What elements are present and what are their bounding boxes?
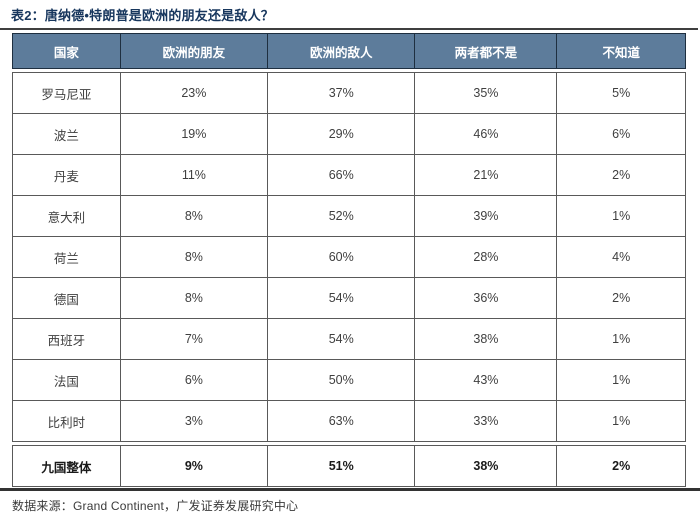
value-cell: 37% — [267, 72, 416, 114]
value-cell: 63% — [267, 400, 416, 442]
value-cell: 3% — [119, 400, 269, 442]
value-cell: 19% — [119, 113, 269, 155]
header-row: 国家 欧洲的朋友 欧洲的敌人 两者都不是 不知道 — [12, 33, 686, 69]
value-cell: 21% — [414, 154, 558, 196]
table-row: 波兰 19% 29% 46% 6% — [12, 113, 686, 155]
value-cell: 1% — [556, 359, 686, 401]
value-cell: 39% — [414, 195, 558, 237]
value-cell: 2% — [556, 445, 686, 487]
value-cell: 38% — [414, 318, 558, 360]
country-cell: 丹麦 — [12, 154, 121, 196]
value-cell: 23% — [119, 72, 269, 114]
total-row: 九国整体 9% 51% 38% 2% — [12, 445, 686, 487]
value-cell: 54% — [267, 318, 416, 360]
value-cell: 51% — [267, 445, 416, 487]
header-cell-neither: 两者都不是 — [414, 33, 558, 69]
header-cell-enemy: 欧洲的敌人 — [267, 33, 416, 69]
value-cell: 50% — [267, 359, 416, 401]
value-cell: 66% — [267, 154, 416, 196]
data-table: 国家 欧洲的朋友 欧洲的敌人 两者都不是 不知道 罗马尼亚 23% 37% 35… — [12, 33, 686, 487]
country-cell: 西班牙 — [12, 318, 121, 360]
table-row: 丹麦 11% 66% 21% 2% — [12, 154, 686, 196]
value-cell: 46% — [414, 113, 558, 155]
caption-divider-rule — [0, 28, 698, 30]
value-cell: 11% — [119, 154, 269, 196]
value-cell: 7% — [119, 318, 269, 360]
value-cell: 28% — [414, 236, 558, 278]
table-bottom-rule — [0, 488, 700, 491]
table-row: 意大利 8% 52% 39% 1% — [12, 195, 686, 237]
table-row: 西班牙 7% 54% 38% 1% — [12, 318, 686, 360]
country-cell: 九国整体 — [12, 445, 121, 487]
country-cell: 罗马尼亚 — [12, 72, 121, 114]
value-cell: 8% — [119, 195, 269, 237]
value-cell: 60% — [267, 236, 416, 278]
value-cell: 6% — [556, 113, 686, 155]
country-cell: 德国 — [12, 277, 121, 319]
value-cell: 8% — [119, 236, 269, 278]
header-body-gap — [12, 68, 686, 73]
value-cell: 8% — [119, 277, 269, 319]
table-caption: 表2：唐纳德•特朗普是欧洲的朋友还是敌人？ — [11, 8, 274, 23]
country-cell: 法国 — [12, 359, 121, 401]
table-row: 罗马尼亚 23% 37% 35% 5% — [12, 72, 686, 114]
value-cell: 54% — [267, 277, 416, 319]
value-cell: 9% — [119, 445, 269, 487]
value-cell: 5% — [556, 72, 686, 114]
country-cell: 意大利 — [12, 195, 121, 237]
value-cell: 43% — [414, 359, 558, 401]
value-cell: 1% — [556, 400, 686, 442]
country-cell: 波兰 — [12, 113, 121, 155]
table-row: 荷兰 8% 60% 28% 4% — [12, 236, 686, 278]
value-cell: 1% — [556, 318, 686, 360]
table-row: 比利时 3% 63% 33% 1% — [12, 400, 686, 442]
header-cell-friend: 欧洲的朋友 — [119, 33, 269, 69]
value-cell: 35% — [414, 72, 558, 114]
value-cell: 4% — [556, 236, 686, 278]
value-cell: 36% — [414, 277, 558, 319]
body-total-gap — [12, 441, 686, 446]
value-cell: 29% — [267, 113, 416, 155]
header-cell-country: 国家 — [12, 33, 121, 69]
value-cell: 38% — [414, 445, 558, 487]
table-row: 德国 8% 54% 36% 2% — [12, 277, 686, 319]
value-cell: 52% — [267, 195, 416, 237]
value-cell: 33% — [414, 400, 558, 442]
value-cell: 2% — [556, 277, 686, 319]
source-note: 数据来源：Grand Continent，广发证券发展研究中心 — [12, 499, 299, 513]
value-cell: 6% — [119, 359, 269, 401]
country-cell: 荷兰 — [12, 236, 121, 278]
table-row: 法国 6% 50% 43% 1% — [12, 359, 686, 401]
header-cell-unknown: 不知道 — [556, 33, 686, 69]
value-cell: 2% — [556, 154, 686, 196]
country-cell: 比利时 — [12, 400, 121, 442]
value-cell: 1% — [556, 195, 686, 237]
